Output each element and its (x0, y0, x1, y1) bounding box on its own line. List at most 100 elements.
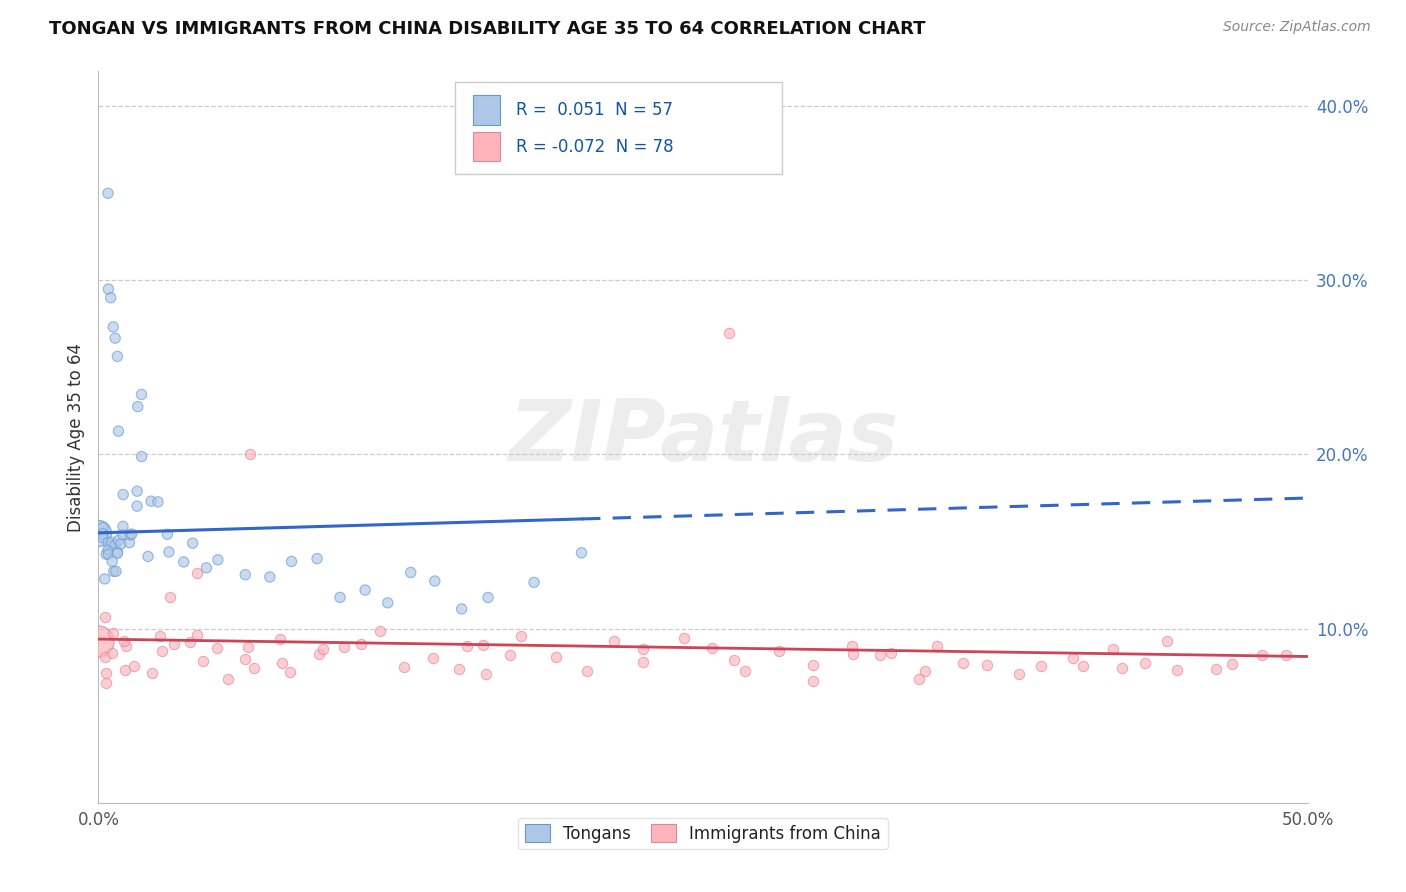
Point (1008, 667, 1031, 681)
Point (768, 644, 790, 658)
Text: R =  0.051  N = 57: R = 0.051 N = 57 (516, 101, 672, 120)
Point (112, 633, 135, 648)
Point (91, 531, 114, 545)
Point (118, 535, 141, 549)
Point (100, 291, 122, 305)
Point (107, 533, 129, 548)
Point (1071, 659, 1094, 673)
Point (456, 639, 478, 653)
Point (734, 664, 756, 678)
Point (952, 656, 974, 670)
Point (475, 666, 498, 681)
Point (509, 629, 531, 643)
Point (100, 535, 122, 549)
Point (127, 484, 149, 499)
Point (399, 566, 422, 580)
Point (1135, 656, 1157, 670)
Point (111, 527, 134, 541)
Point (91, 526, 114, 541)
Point (191, 654, 214, 668)
Text: R = -0.072  N = 78: R = -0.072 N = 78 (516, 137, 673, 156)
Point (907, 673, 929, 687)
Point (139, 494, 162, 508)
Point (329, 591, 352, 605)
Point (91, 521, 114, 535)
Point (87, 633, 110, 648)
Point (110, 537, 132, 551)
Point (976, 657, 998, 672)
Point (156, 527, 179, 541)
Point (307, 551, 329, 566)
Point (603, 634, 626, 648)
Point (271, 656, 294, 670)
Point (841, 639, 863, 653)
Y-axis label: Disability Age 35 to 64: Disability Age 35 to 64 (66, 343, 84, 532)
Point (149, 629, 172, 643)
Point (1029, 658, 1052, 673)
Point (523, 575, 546, 590)
Point (370, 624, 392, 638)
Point (105, 350, 128, 364)
Point (233, 652, 256, 666)
Text: TONGAN VS IMMIGRANTS FROM CHINA DISABILITY AGE 35 TO 64 CORRELATION CHART: TONGAN VS IMMIGRANTS FROM CHINA DISABILI… (49, 20, 925, 37)
Point (104, 331, 127, 345)
Point (181, 536, 204, 550)
Point (114, 663, 136, 677)
Point (157, 545, 180, 559)
Point (477, 591, 499, 605)
Point (179, 635, 201, 649)
Point (801, 658, 824, 673)
Point (673, 632, 696, 646)
Point (571, 546, 593, 560)
Point (100, 646, 122, 660)
Point (269, 632, 291, 647)
Point (472, 638, 495, 652)
Point (333, 640, 356, 654)
Point (97, 186, 120, 201)
Point (121, 527, 143, 541)
Point (450, 602, 472, 616)
Point (354, 582, 377, 597)
Point (1166, 663, 1188, 677)
Point (112, 487, 135, 501)
Point (1305, 654, 1327, 668)
Point (94, 610, 117, 624)
FancyBboxPatch shape (474, 95, 501, 125)
Point (127, 400, 149, 414)
Point (700, 640, 723, 655)
Point (1062, 651, 1084, 665)
Point (80, 615, 103, 630)
Point (87, 525, 110, 540)
Point (94, 676, 117, 690)
Point (1102, 641, 1125, 656)
Point (259, 570, 281, 584)
Point (1205, 662, 1227, 676)
Point (633, 642, 655, 657)
Point (136, 549, 159, 564)
Point (173, 555, 195, 569)
Point (122, 659, 145, 673)
Point (107, 545, 129, 559)
Point (349, 637, 371, 651)
Point (97, 535, 120, 549)
Point (93, 650, 115, 665)
Point (104, 538, 127, 552)
Point (914, 664, 936, 678)
Legend: Tongans, Immigrants from China: Tongans, Immigrants from China (519, 818, 887, 849)
Point (422, 651, 444, 665)
Point (103, 565, 125, 579)
Point (546, 649, 568, 664)
Point (103, 319, 125, 334)
Point (869, 648, 891, 662)
Point (111, 519, 134, 533)
Point (1156, 634, 1178, 648)
Point (449, 662, 471, 676)
Point (101, 626, 124, 640)
Point (498, 648, 520, 663)
Point (278, 665, 301, 679)
Point (801, 674, 824, 689)
Point (312, 641, 335, 656)
Point (195, 561, 218, 575)
Point (162, 637, 184, 651)
Point (280, 554, 302, 568)
